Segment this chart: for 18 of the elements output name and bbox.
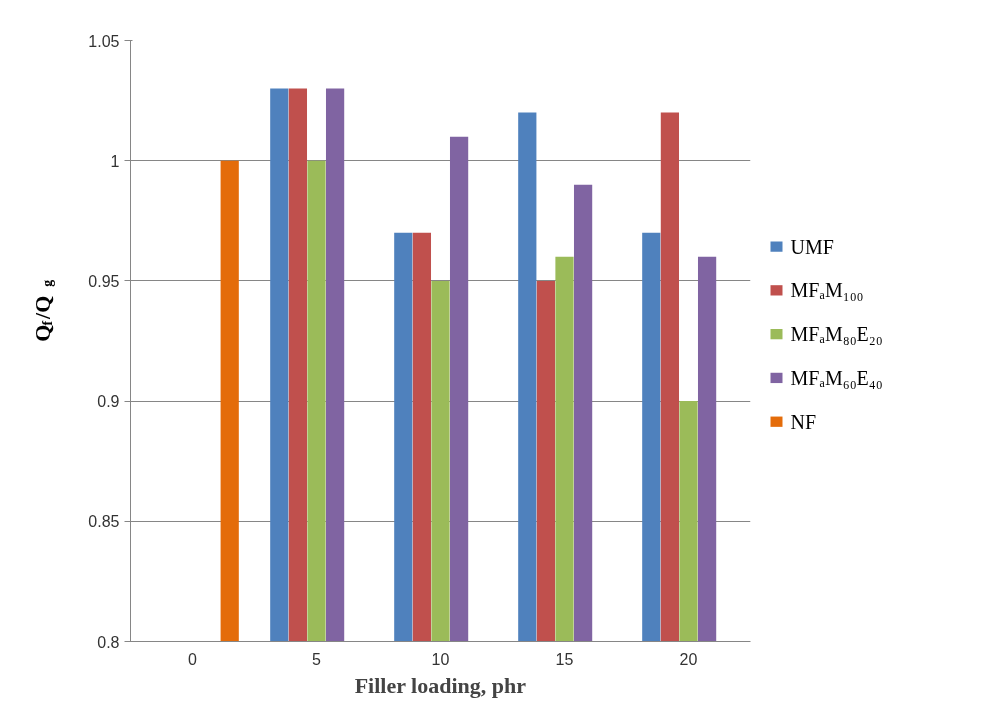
legend-label: MFₐM₆₀E₄₀: [790, 366, 883, 389]
y-tick-label: 0.95: [88, 272, 120, 290]
x-tick-label: 15: [555, 650, 574, 668]
y-tick-label: 0.85: [88, 513, 120, 531]
y-tick-label: 0.9: [97, 393, 120, 411]
legend-label: MFₐM₈₀E₂₀: [790, 323, 883, 346]
x-tick-label: 0: [188, 650, 198, 668]
y-tick-label: 1: [110, 152, 120, 170]
x-tick-label: 10: [431, 650, 450, 668]
x-axis-title: Filler loading, phr: [354, 672, 527, 698]
y-tick-label: 0.8: [97, 633, 120, 651]
x-tick-label: 20: [679, 650, 698, 668]
x-tick-label: 5: [312, 650, 322, 668]
legend-label: MFₐM₁₀₀: [790, 279, 864, 302]
y-tick-label: 1.05: [88, 32, 120, 50]
y-axis-title: Qf/Qg: [30, 279, 55, 342]
legend-label: NF: [790, 410, 817, 433]
legend-label: UMF: [790, 235, 834, 258]
